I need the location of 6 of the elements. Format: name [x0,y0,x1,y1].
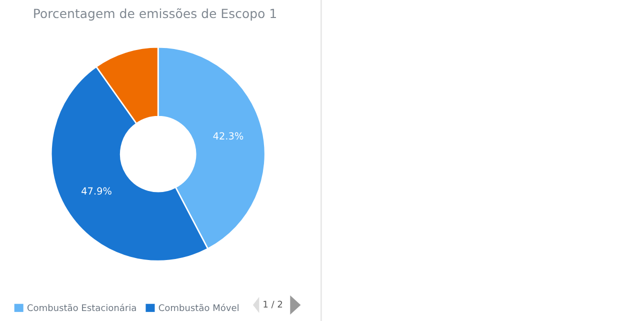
legend-label: Combustão Móvel [158,304,238,312]
text: 1 / 2 [264,300,282,308]
data-label: 42.3% [213,132,244,140]
data-label: 47.9% [82,187,112,195]
chart-title: Porcentagem de emissões de Escopo 1 [34,8,276,21]
legend-label: Combustão Estacionária [27,304,136,312]
